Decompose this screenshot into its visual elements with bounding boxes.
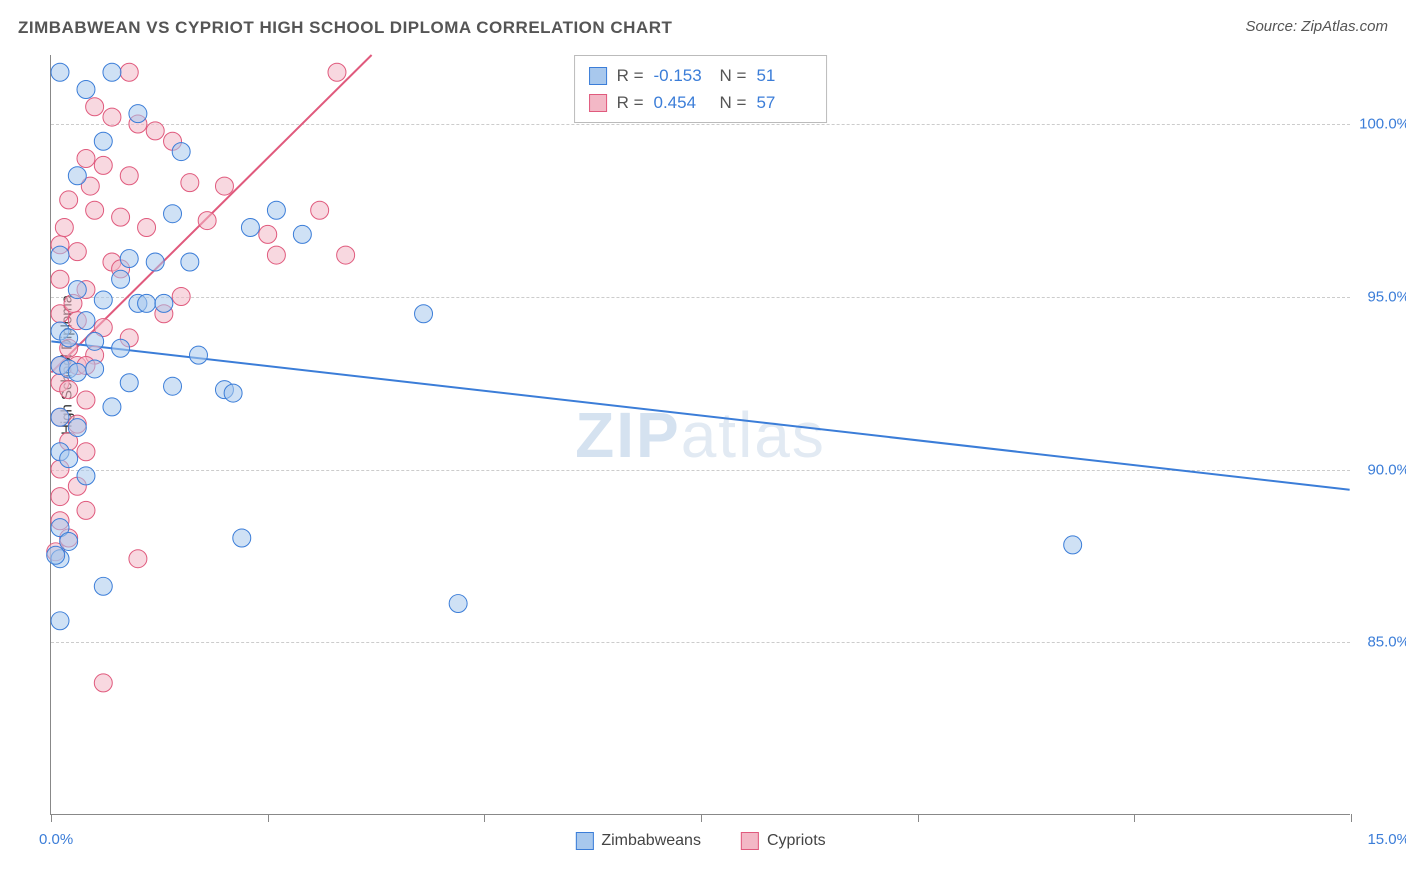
x-axis-min-label: 0.0% <box>39 831 73 848</box>
y-tick-label: 100.0% <box>1359 116 1406 133</box>
series-legend: Zimbabweans Cypriots <box>575 832 825 850</box>
chart-container: ZIMBABWEAN VS CYPRIOT HIGH SCHOOL DIPLOM… <box>0 0 1406 892</box>
y-tick-label: 90.0% <box>1367 461 1406 478</box>
n-value-0: 51 <box>756 62 812 89</box>
legend-item-1: Cypriots <box>741 832 826 850</box>
r-value-1: 0.454 <box>654 89 710 116</box>
plot-area: ZIPatlas High School Diploma 85.0%90.0%9… <box>50 55 1350 815</box>
y-tick-label: 85.0% <box>1367 634 1406 651</box>
source-attribution: Source: ZipAtlas.com <box>1245 18 1388 35</box>
stats-legend-row: R = 0.454 N = 57 <box>589 89 813 116</box>
scatter-svg <box>51 55 1350 814</box>
n-label: N = <box>720 62 747 89</box>
r-label: R = <box>617 62 644 89</box>
stats-swatch-1 <box>589 94 607 112</box>
legend-label-0: Zimbabweans <box>601 832 701 850</box>
r-label: R = <box>617 89 644 116</box>
legend-swatch-0 <box>575 832 593 850</box>
legend-item-0: Zimbabweans <box>575 832 701 850</box>
chart-title: ZIMBABWEAN VS CYPRIOT HIGH SCHOOL DIPLOM… <box>18 18 672 38</box>
x-axis-max-label: 15.0% <box>1367 831 1406 848</box>
legend-label-1: Cypriots <box>767 832 826 850</box>
n-label: N = <box>720 89 747 116</box>
stats-legend-row: R = -0.153 N = 51 <box>589 62 813 89</box>
y-tick-label: 95.0% <box>1367 288 1406 305</box>
stats-legend: R = -0.153 N = 51 R = 0.454 N = 57 <box>574 55 828 123</box>
stats-swatch-0 <box>589 67 607 85</box>
legend-swatch-1 <box>741 832 759 850</box>
n-value-1: 57 <box>756 89 812 116</box>
r-value-0: -0.153 <box>654 62 710 89</box>
